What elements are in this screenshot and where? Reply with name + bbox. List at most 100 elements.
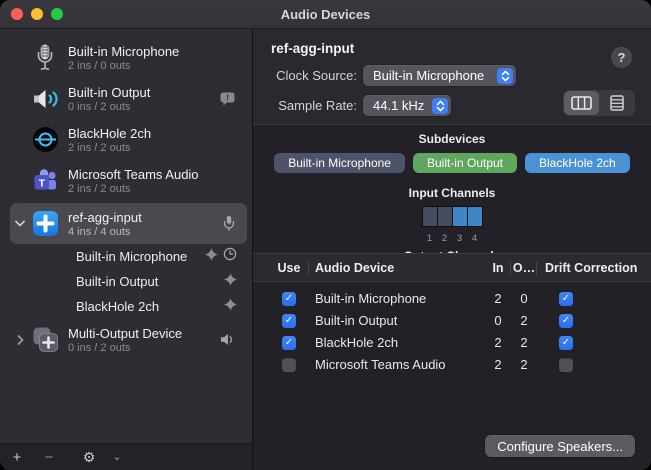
cell-out: 0 (520, 290, 528, 306)
device-detail: 0 ins / 2 outs (68, 341, 131, 354)
check-icon: ✓ (284, 336, 294, 348)
cell-out: 2 (520, 334, 528, 350)
device-name: BlackHole 2ch (68, 125, 152, 141)
clock-source-popup[interactable]: Built-in Microphone (363, 65, 516, 86)
device-detail: 4 ins / 4 outs (68, 225, 131, 238)
use-checkbox[interactable]: ✓ (282, 335, 296, 350)
device-detail: 0 ins / 2 outs (68, 100, 131, 113)
add-device-button[interactable]: + (12, 448, 22, 466)
drift-checkbox[interactable]: ✓ (559, 357, 573, 372)
popup-stepper-icon (432, 97, 449, 114)
device-name: ref-agg-input (68, 209, 142, 225)
device-name: Multi-Output Device (68, 325, 183, 341)
columns-view-button[interactable] (564, 91, 599, 115)
check-icon: ✓ (561, 336, 571, 348)
disclosure-chevron-right-icon[interactable] (10, 334, 30, 345)
clock-source-icon (223, 247, 237, 266)
multi-output-device-icon (30, 326, 60, 353)
sidebar-item-multi-output-device[interactable]: Multi-Output Device 0 ins / 2 outs (10, 319, 247, 360)
check-icon: ✓ (284, 292, 294, 304)
close-button[interactable] (11, 8, 23, 20)
configure-speakers-button[interactable]: Configure Speakers... (485, 435, 635, 457)
device-detail: 2 ins / 2 outs (68, 182, 131, 195)
agg-subdevice-blackhole-2ch[interactable]: BlackHole 2ch (0, 294, 252, 319)
table-row[interactable]: ✓ BlackHole 2ch 2 2 ✓ (253, 331, 651, 353)
table-row[interactable]: ✓ Microsoft Teams Audio 2 2 ✓ (253, 353, 651, 375)
device-detail: 2 ins / 2 outs (68, 141, 131, 154)
zoom-button[interactable] (51, 8, 63, 20)
device-detail: 2 ins / 0 outs (68, 59, 131, 72)
cell-device: Built-in Microphone (315, 290, 427, 306)
channel-numbers: 1 2 3 4 (426, 233, 478, 244)
use-checkbox[interactable]: ✓ (282, 291, 296, 306)
device-name: Microsoft Teams Audio (68, 166, 199, 182)
sidebar-item-builtin-output[interactable]: Built-in Output 0 ins / 2 outs ! (10, 78, 247, 119)
use-checkbox[interactable]: ✓ (282, 357, 296, 372)
clock-source-label: Clock Source: (276, 68, 357, 83)
input-channels-heading: Input Channels (408, 186, 496, 200)
sidebar-item-ref-agg-input[interactable]: ref-agg-input 4 ins / 4 outs (10, 203, 247, 244)
view-mode-segmented-control (563, 90, 635, 116)
sidebar-toolbar: + − ⚙ ⌄ (0, 443, 252, 470)
signal-sparkle-icon (224, 272, 237, 291)
channel-block-2 (437, 207, 452, 226)
aggregate-device-icon (30, 210, 60, 237)
cell-in: 0 (494, 312, 502, 328)
sidebar-item-blackhole-2ch[interactable]: BlackHole 2ch 2 ins / 2 outs (10, 119, 247, 160)
drift-checkbox[interactable]: ✓ (559, 313, 573, 328)
sample-rate-popup[interactable]: 44.1 kHz (363, 95, 452, 116)
use-checkbox[interactable]: ✓ (282, 313, 296, 328)
subdevices-heading: Subdevices (418, 132, 486, 146)
gear-icon[interactable]: ⚙ (82, 449, 96, 465)
agg-subdevice-builtin-output[interactable]: Built-in Output (0, 269, 252, 294)
rows-icon (609, 95, 624, 111)
svg-text:T: T (39, 177, 46, 189)
table-body: ✓ Built-in Microphone 2 0 ✓ ✓ Built-in O… (253, 282, 651, 375)
subdevice-table-section: Use Audio Device In O… Drift Correction … (253, 253, 651, 470)
help-button[interactable]: ? (611, 47, 632, 68)
col-header-use[interactable]: Use (269, 261, 309, 275)
traffic-lights (11, 8, 63, 20)
col-header-out[interactable]: O… (512, 260, 537, 275)
device-name: Built-in Output (68, 84, 151, 100)
cell-out: 2 (520, 312, 528, 328)
subdevice-pill-blackhole-2ch[interactable]: BlackHole 2ch (525, 153, 630, 173)
table-row[interactable]: ✓ Built-in Output 0 2 ✓ (253, 309, 651, 331)
sidebar-item-teams-audio[interactable]: T Microsoft Teams Audio 2 ins / 2 outs (10, 160, 247, 201)
subdevice-pill-builtin-output[interactable]: Built-in Output (412, 153, 518, 173)
cell-in: 2 (494, 290, 502, 306)
minimize-button[interactable] (31, 8, 43, 20)
input-device-mic-icon (223, 215, 235, 232)
device-sidebar: Built-in Microphone 2 ins / 0 outs Buil (0, 29, 252, 470)
cell-device: Microsoft Teams Audio (315, 356, 446, 372)
blackhole-icon (30, 126, 60, 153)
cell-device: Built-in Output (315, 312, 398, 328)
output-device-speaker-icon (220, 333, 235, 346)
sidebar-item-builtin-microphone[interactable]: Built-in Microphone 2 ins / 0 outs (10, 37, 247, 78)
channel-block-1 (422, 207, 437, 226)
cell-out: 2 (520, 356, 528, 372)
microphone-icon (30, 43, 60, 72)
signal-sparkle-icon (224, 297, 237, 316)
subdevice-pill-builtin-microphone[interactable]: Built-in Microphone (274, 153, 405, 173)
subdevices-section: Subdevices Built-in Microphone Built-in … (253, 124, 651, 263)
table-row[interactable]: ✓ Built-in Microphone 2 0 ✓ (253, 287, 651, 309)
col-header-drift-correction[interactable]: Drift Correction (545, 260, 638, 275)
signal-sparkle-icon (205, 247, 218, 266)
channel-block-3 (452, 207, 467, 226)
columns-icon (571, 96, 592, 110)
rows-view-button[interactable] (599, 91, 634, 115)
disclosure-chevron-down-icon[interactable] (10, 220, 30, 227)
title-bar: Audio Devices (0, 0, 651, 29)
col-header-audio-device[interactable]: Audio Device (315, 260, 395, 275)
svg-text:!: ! (226, 92, 229, 102)
remove-device-button[interactable]: − (44, 448, 54, 466)
sample-rate-label: Sample Rate: (278, 98, 357, 113)
drift-checkbox[interactable]: ✓ (559, 335, 573, 350)
agg-subdevice-builtin-microphone[interactable]: Built-in Microphone (0, 244, 252, 269)
input-channel-meter (421, 206, 483, 227)
check-icon: ✓ (561, 314, 571, 326)
actions-chevron-down-icon[interactable]: ⌄ (112, 450, 122, 463)
drift-checkbox[interactable]: ✓ (559, 291, 573, 306)
col-header-in[interactable]: In (485, 261, 511, 275)
